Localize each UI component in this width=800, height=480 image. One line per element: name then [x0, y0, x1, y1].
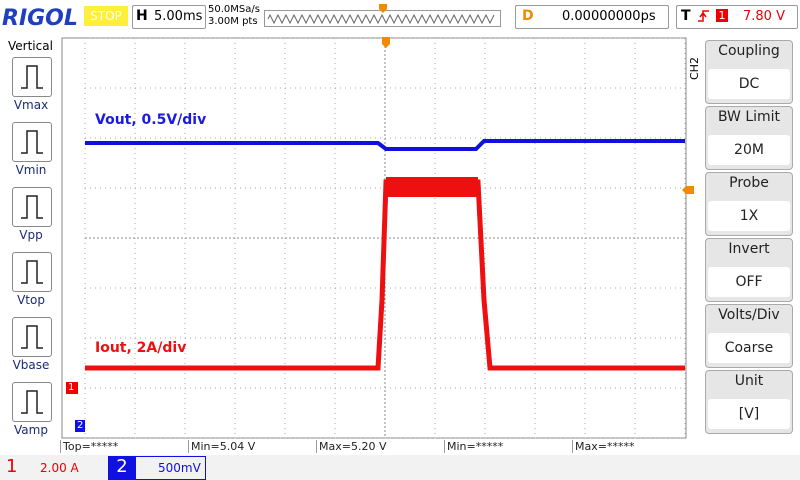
- icon-wave: [21, 325, 43, 349]
- measurement: Top=*****: [60, 440, 189, 453]
- logo: RIGOL: [2, 6, 78, 31]
- memory-overview: [264, 4, 501, 27]
- measure-label[interactable]: Vmin: [15, 163, 47, 177]
- menu-value: Coarse: [708, 333, 790, 363]
- menu-item[interactable]: Invert OFF: [705, 238, 793, 302]
- icon-wave: [21, 65, 43, 89]
- delay-box[interactable]: [515, 5, 669, 29]
- menu-value: DC: [708, 69, 790, 99]
- icon-glyph: [21, 390, 43, 414]
- ch2-number[interactable]: 2: [108, 456, 136, 480]
- menu-value: [V]: [708, 399, 790, 429]
- trigger-edge-icon: [698, 10, 709, 22]
- sample-rate: 50.0MSa/s: [208, 4, 260, 15]
- trigger-level: 7.80 V: [743, 9, 785, 24]
- icon-wave: [21, 260, 43, 284]
- measure-icon[interactable]: [12, 57, 52, 97]
- menu-item[interactable]: Probe 1X: [705, 172, 793, 236]
- measure-label[interactable]: Vtop: [17, 293, 45, 307]
- icon-glyph: [21, 260, 43, 284]
- memory-depth: 3.00M pts: [208, 16, 258, 27]
- icon-glyph: [21, 325, 43, 349]
- measure-label[interactable]: Vpp: [19, 228, 43, 242]
- menu-value: 20M: [708, 135, 790, 165]
- menu-value: OFF: [708, 267, 790, 297]
- menu-label: Unit: [734, 373, 764, 389]
- measure-label[interactable]: Vmax: [13, 98, 49, 112]
- menu-label: Volts/Div: [718, 307, 780, 323]
- trigger-source: 1: [716, 9, 728, 22]
- measure-icon[interactable]: [12, 382, 52, 422]
- icon-wave: [21, 195, 43, 219]
- ch2-marker: 2: [77, 420, 84, 431]
- measure-label[interactable]: Vbase: [12, 358, 50, 372]
- ch1-number[interactable]: 1: [6, 456, 18, 477]
- measure-icon[interactable]: [12, 187, 52, 227]
- measurement: Max=5.20 V: [316, 440, 445, 453]
- menu-item[interactable]: Unit [V]: [705, 370, 793, 434]
- delay-label: D: [522, 8, 534, 24]
- iout-label: Iout, 2A/div: [95, 340, 187, 356]
- measure-label[interactable]: Vamp: [14, 423, 48, 437]
- menu-label: Invert: [728, 241, 770, 257]
- measurement: Min=5.04 V: [188, 440, 317, 453]
- icon-glyph: [21, 130, 43, 154]
- menu-item[interactable]: BW Limit 20M: [705, 106, 793, 170]
- ch2-scale: 500mV: [158, 461, 201, 475]
- trigger-box[interactable]: [676, 5, 798, 29]
- timebase-box[interactable]: [132, 5, 206, 29]
- icon-wave: [21, 390, 43, 414]
- menu-item[interactable]: Coupling DC: [705, 40, 793, 104]
- ch1-scale: 2.00 A: [40, 461, 79, 475]
- vout-label: Vout, 0.5V/div: [95, 112, 207, 128]
- menu-label: Probe: [729, 175, 769, 191]
- trigger-label: T: [681, 8, 691, 24]
- menu-label: Coupling: [718, 43, 780, 59]
- icon-wave: [21, 130, 43, 154]
- menu-channel: CH2: [688, 57, 701, 80]
- ch1-marker: 1: [68, 382, 75, 393]
- timebase: 5.00ms: [154, 9, 203, 24]
- menu-value: 1X: [708, 201, 790, 231]
- measurement: Max=*****: [572, 440, 701, 453]
- measure-icon[interactable]: [12, 317, 52, 357]
- menu-item[interactable]: Volts/Div Coarse: [705, 304, 793, 368]
- icon-glyph: [21, 195, 43, 219]
- delay: 0.00000000ps: [562, 9, 656, 24]
- measure-icon[interactable]: [12, 252, 52, 292]
- sidebar-title: Vertical: [8, 39, 53, 53]
- measurement: Min=*****: [444, 440, 573, 453]
- measure-icon[interactable]: [12, 122, 52, 162]
- timebase-label: H: [136, 8, 148, 24]
- menu-label: BW Limit: [717, 109, 781, 125]
- icon-glyph: [21, 65, 43, 89]
- run-status[interactable]: STOP: [84, 6, 128, 26]
